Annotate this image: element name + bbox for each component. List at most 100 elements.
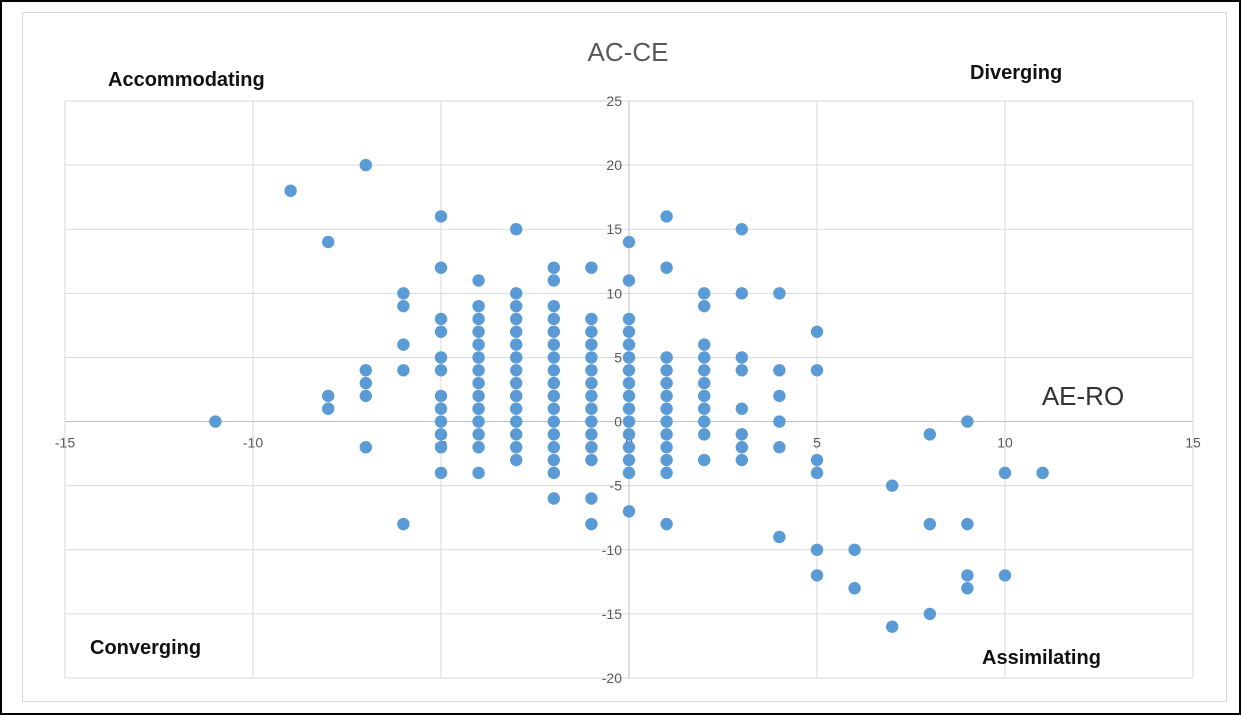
data-point [585, 389, 598, 403]
x-tick-label: -10 [243, 435, 263, 451]
data-point [510, 351, 523, 364]
y-tick-label: 20 [606, 157, 622, 173]
data-point [510, 415, 523, 428]
data-point [698, 299, 711, 313]
y-axis-title: AC-CE [588, 37, 669, 67]
data-point [397, 287, 410, 300]
data-point [359, 376, 372, 390]
data-point [472, 402, 485, 415]
data-point [660, 441, 673, 454]
data-point [735, 428, 748, 441]
data-point [622, 274, 636, 287]
data-point [510, 441, 523, 454]
data-point [923, 517, 936, 531]
data-point [547, 351, 560, 364]
data-point [547, 325, 560, 338]
data-point [510, 223, 523, 236]
data-point [510, 325, 523, 338]
data-point [622, 389, 636, 403]
quadrant-label-accommodating: Accommodating [108, 69, 265, 91]
data-point [547, 364, 560, 377]
data-point [397, 364, 410, 377]
data-point [322, 389, 335, 403]
data-point [434, 351, 448, 364]
data-point [810, 543, 824, 556]
data-point [472, 376, 485, 390]
data-point [585, 492, 598, 505]
data-point [547, 389, 560, 403]
data-point [735, 441, 748, 454]
data-point [472, 389, 485, 403]
scatter-chart: -15 -10 -5 0 5 10 15 -20 -15 -10 -5 0 5 10 15 20 25 AC-… [55, 37, 1201, 686]
data-point [998, 569, 1012, 582]
data-point [961, 569, 974, 582]
data-point [585, 312, 598, 326]
data-point [961, 517, 974, 531]
data-point [1036, 466, 1049, 480]
data-point [660, 402, 673, 415]
data-point [585, 415, 598, 428]
data-point [698, 351, 711, 364]
data-point [510, 338, 523, 351]
data-point [660, 517, 673, 531]
data-point [886, 479, 899, 492]
data-point [660, 351, 673, 364]
x-tick-label: -15 [55, 435, 75, 451]
data-point [585, 453, 598, 467]
data-point [773, 287, 786, 300]
data-point [547, 274, 560, 287]
data-point [547, 492, 560, 505]
data-point [622, 415, 636, 428]
data-point [284, 184, 297, 197]
y-tick-label: 10 [606, 285, 622, 301]
data-point [510, 312, 523, 326]
data-point [923, 607, 936, 621]
data-point [397, 299, 410, 313]
data-point [434, 210, 448, 223]
data-point [735, 402, 748, 415]
data-point [622, 505, 636, 518]
data-point [773, 441, 786, 454]
data-point [585, 376, 598, 390]
data-point [209, 415, 222, 428]
data-point [698, 402, 711, 415]
data-point [810, 466, 824, 480]
data-point [547, 466, 560, 480]
data-point [472, 415, 485, 428]
data-point [660, 210, 673, 223]
data-point [547, 299, 560, 313]
data-point [810, 453, 824, 467]
data-point [547, 312, 560, 326]
data-point [472, 364, 485, 377]
quadrant-label-diverging: Diverging [970, 62, 1062, 84]
data-point [660, 415, 673, 428]
data-point [660, 428, 673, 441]
quadrant-label-converging: Converging [90, 637, 201, 659]
data-point [735, 287, 748, 300]
data-point [510, 364, 523, 377]
data-point [622, 441, 636, 454]
data-point [848, 543, 861, 556]
data-point [660, 376, 673, 390]
x-tick-label: 10 [997, 435, 1013, 451]
y-tick-label: 25 [606, 93, 622, 109]
data-point [359, 389, 372, 403]
data-point [698, 428, 711, 441]
data-point [622, 338, 636, 351]
y-tick-label: 15 [606, 221, 622, 237]
data-point [622, 376, 636, 390]
data-point [622, 428, 636, 441]
y-tick-label: -5 [610, 478, 623, 494]
data-point [735, 364, 748, 377]
data-point [510, 287, 523, 300]
y-tick-label: 5 [614, 349, 622, 365]
data-point [585, 338, 598, 351]
data-point [472, 325, 485, 338]
data-point [660, 364, 673, 377]
data-point [622, 402, 636, 415]
x-tick-label: 15 [1185, 435, 1201, 451]
data-point [585, 517, 598, 531]
data-point [510, 453, 523, 467]
data-point [698, 389, 711, 403]
data-point [735, 453, 748, 467]
